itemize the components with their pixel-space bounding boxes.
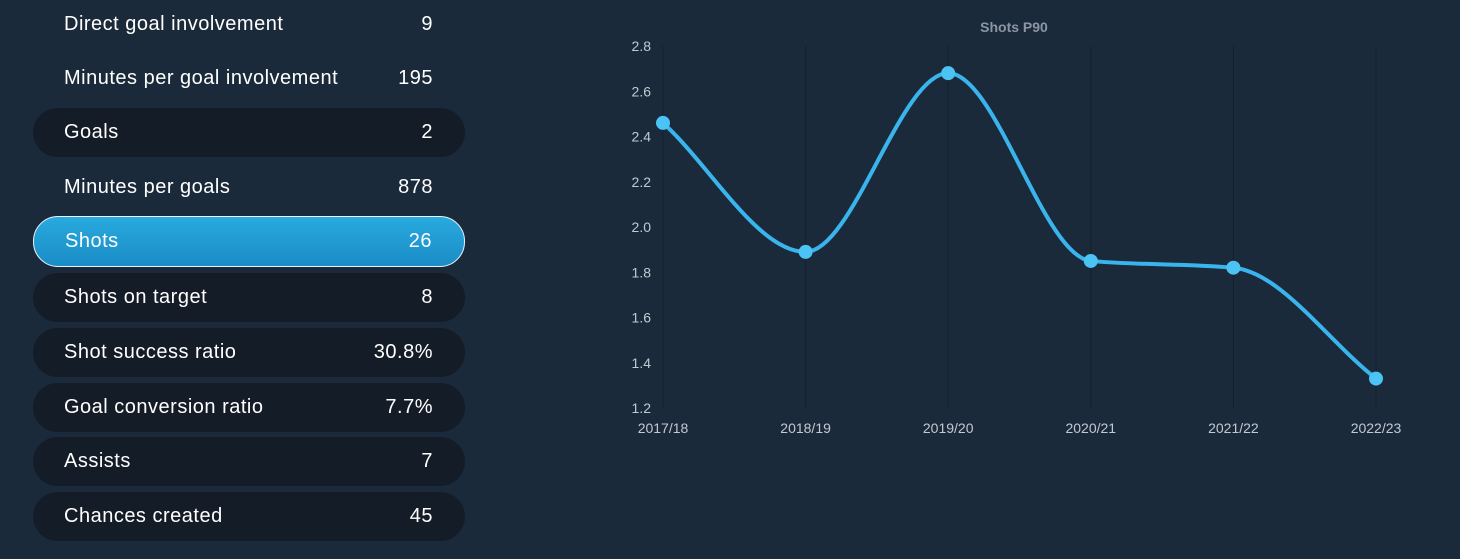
shots-p90-chart: Shots P90 1.2 1.4 1.6 1.8 2.0 2.2 2.4 2.6 2.8 20…: [600, 0, 1460, 554]
stat-row-minutes-per-goals[interactable]: Minutes per goals 878: [33, 163, 465, 212]
stat-value: 30.8%: [373, 341, 433, 363]
stat-label: Goal conversion ratio: [64, 396, 264, 418]
stat-label: Shots on target: [64, 286, 208, 308]
stat-value: 26: [408, 230, 432, 252]
y-tick-label: 2.6: [632, 83, 652, 99]
stat-row-direct-goal-involvement[interactable]: Direct goal involvement 9: [33, 0, 465, 49]
stat-value: 195: [398, 67, 433, 89]
stat-row-shots[interactable]: Shots 26: [33, 216, 465, 267]
stat-label: Minutes per goals: [64, 176, 231, 198]
x-tick-label: 2018/19: [780, 420, 831, 436]
stat-label: Goals: [64, 121, 119, 143]
y-tick-label: 2.8: [632, 38, 652, 54]
stat-value: 7: [421, 450, 433, 472]
x-tick-label: 2017/18: [638, 420, 689, 436]
stat-label: Assists: [64, 450, 131, 472]
y-tick-label: 2.4: [632, 129, 652, 145]
data-point-2021-22[interactable]: [1226, 260, 1241, 275]
stat-row-goal-conversion-ratio[interactable]: Goal conversion ratio 7.7%: [33, 383, 465, 432]
data-point-2018-19[interactable]: [798, 244, 813, 259]
chart-title: Shots P90: [980, 19, 1048, 35]
stat-value: 8: [421, 286, 433, 308]
y-tick-label: 2.0: [632, 219, 652, 235]
y-tick-label: 1.2: [632, 400, 652, 416]
series-points: [656, 66, 1383, 386]
stat-value: 7.7%: [385, 396, 433, 418]
stat-row-minutes-per-goal-involvement[interactable]: Minutes per goal involvement 195: [33, 54, 465, 103]
data-point-2022-23[interactable]: [1369, 371, 1383, 386]
x-tick-label: 2020/21: [1065, 420, 1116, 436]
y-axis-ticks: 1.2 1.4 1.6 1.8 2.0 2.2 2.4 2.6 2.8: [632, 38, 652, 416]
stat-label: Minutes per goal involvement: [64, 67, 339, 89]
stat-row-chances-created[interactable]: Chances created 45: [33, 492, 465, 541]
y-tick-label: 1.8: [632, 264, 652, 280]
stat-row-goals[interactable]: Goals 2: [33, 108, 465, 157]
x-tick-label: 2021/22: [1208, 420, 1259, 436]
stat-value: 45: [409, 505, 433, 527]
y-tick-label: 1.6: [632, 310, 652, 326]
data-point-2017-18[interactable]: [656, 115, 670, 130]
stat-row-assists[interactable]: Assists 7: [33, 437, 465, 486]
data-point-2019-20[interactable]: [941, 66, 956, 81]
series-line: [661, 71, 1378, 381]
chart-grid: [662, 46, 1377, 408]
x-tick-label: 2019/20: [923, 420, 974, 436]
stat-value: 2: [421, 121, 433, 143]
y-tick-label: 2.2: [632, 174, 652, 190]
stat-row-shot-success-ratio[interactable]: Shot success ratio 30.8%: [33, 328, 465, 377]
data-point-2020-21[interactable]: [1083, 253, 1098, 268]
stat-label: Chances created: [64, 505, 223, 527]
chart-svg: Shots P90 1.2 1.4 1.6 1.8 2.0 2.2 2.4 2.6 2.8 20…: [632, 19, 1402, 436]
x-axis-ticks: 2017/18 2018/19 2019/20 2020/21 2021/22 2022/…: [638, 420, 1402, 436]
stat-label: Shots: [65, 230, 119, 252]
stat-label: Direct goal involvement: [64, 13, 284, 35]
stat-label: Shot success ratio: [64, 341, 237, 363]
y-tick-label: 1.4: [632, 355, 652, 371]
stat-value: 9: [421, 13, 433, 35]
stat-row-shots-on-target[interactable]: Shots on target 8: [33, 273, 465, 322]
x-tick-label: 2022/23: [1351, 420, 1402, 436]
stat-value: 878: [398, 176, 433, 198]
